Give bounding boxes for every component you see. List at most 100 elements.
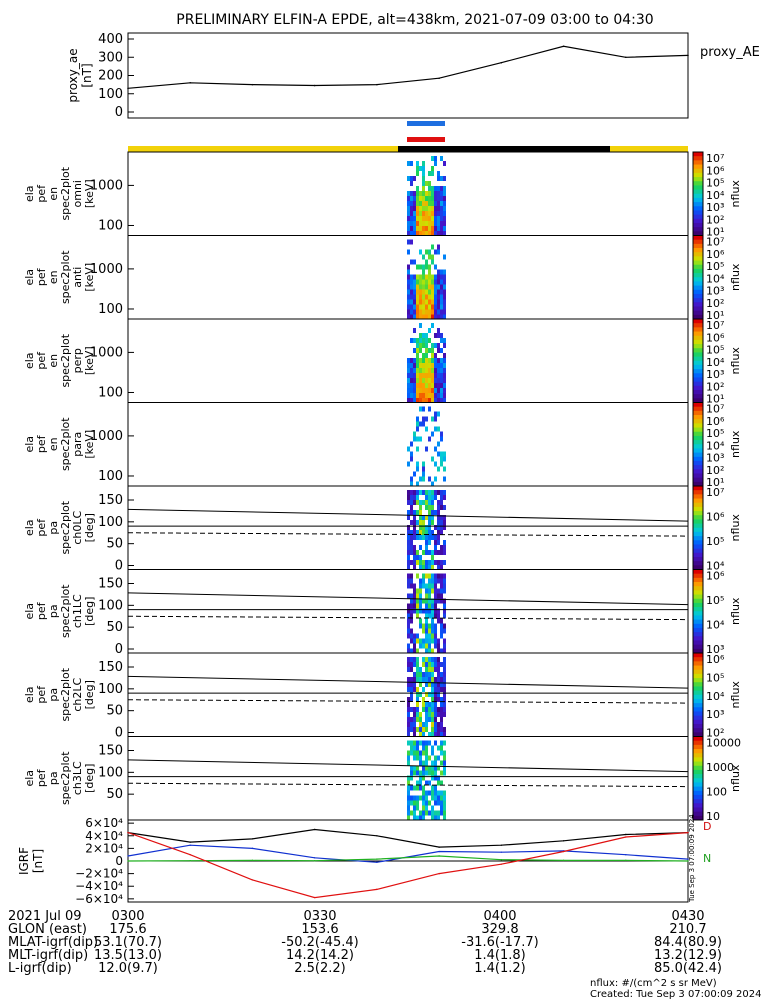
spectrogram-cell [431,662,434,667]
spectrogram-cell [434,687,437,692]
spectrogram-cell [410,274,413,280]
spectrogram-cell [416,231,419,236]
spectrogram-cell [428,740,431,746]
spectrogram-cell [410,657,413,662]
spectrogram-cell [422,421,425,427]
spectrogram-cell [443,515,446,520]
spectrogram-cell [440,451,443,457]
colorbar-label: nflux [729,764,742,792]
panel-frame [127,32,689,119]
spectrogram-cell [428,284,431,290]
spectrogram-cell [431,613,434,619]
spectrogram-cell [425,565,428,570]
colorbar-segment [693,577,703,583]
spectrogram-cell [428,588,431,594]
spectrogram-cell [431,682,434,687]
spectrogram-cell [437,289,440,295]
spectrogram-cell [419,206,422,211]
spectrogram-cell [443,368,446,373]
spectrogram-cell [434,221,437,226]
spectrogram-cell [419,623,422,629]
spectrogram-cell [419,378,422,383]
spectrogram-cell [431,481,434,487]
spectrogram-cell [425,191,428,196]
spectrogram-cell [413,545,416,550]
spectrogram-cell [422,490,425,495]
spectrogram-cell [413,530,416,535]
y-tick-label: 50 [106,620,123,635]
spectrogram-cell [443,211,446,216]
colorbar-label: nflux [729,681,742,709]
data-point [251,847,254,850]
spectrogram-cell [425,279,428,285]
spectrogram-cell [443,560,446,565]
colorbar-segment [693,239,703,245]
spectrogram-cell [428,216,431,221]
spectrogram-cell [413,274,416,280]
spectrogram-cell [434,667,437,672]
spectrogram-cell [443,638,446,644]
spectrogram-cell [416,378,419,383]
spectrogram-cell [416,785,419,791]
spectrogram-cell [428,702,431,707]
spectrogram-cell [425,525,428,530]
spectrogram-cell [431,588,434,594]
spectrogram-cell [431,795,434,801]
spectrogram-cell [422,598,425,604]
spectrogram-cell [422,343,425,348]
colorbar-segment [693,669,703,675]
row-value: 53.1(70.7) [94,935,162,950]
colorbar-segment [693,243,703,249]
spectrogram-cell [443,677,446,682]
spectrogram-cell [422,201,425,206]
spectrogram-cell [422,722,425,727]
spectrogram-cell [422,353,425,358]
spectrogram-cell [440,398,443,403]
spectrogram-cell [422,760,425,766]
loss-cone-line [127,592,689,606]
data-point [625,836,627,838]
igrf-series-line [127,855,689,862]
spectrogram-cell [407,294,410,300]
spectrogram-cell [437,618,440,624]
spectrogram-cell [407,565,410,570]
colorbar-segment [693,268,703,274]
colorbar-tick-label: 10² [706,380,724,393]
spectrogram-cell [440,505,443,510]
spectrogram-cell [419,383,422,388]
spectrogram-cell [416,560,419,565]
colorbar-segment [693,740,703,746]
spectrogram-cell [431,309,434,315]
spectrogram-cell [410,231,413,236]
spectrogram-cell [440,201,443,206]
spectrogram-cell [407,495,410,500]
spectrogram-cell [437,451,440,457]
spectrogram-cell [440,206,443,211]
spectrogram-cell [422,727,425,732]
spectrogram-cell [443,598,446,604]
spectrogram-cell [437,745,440,751]
spectrogram-cell [443,206,446,211]
spectrogram-cell [419,249,422,255]
colorbar-segment [693,486,703,491]
spectrogram-cell [434,717,437,722]
spectrogram-cell [425,304,428,310]
colorbar-tick-label: 10² [706,464,724,477]
spectrogram-cell [431,550,434,555]
spectrogram-cell [440,530,443,535]
spectrogram-cell [431,578,434,584]
colorbar-segment [693,423,703,429]
spectrogram-cell [434,722,437,727]
colorbar-segment [693,460,703,466]
spectrogram-cell [407,593,410,599]
spectrogram-cell [425,795,428,801]
spectrogram-cell [437,216,440,221]
colorbar-tick-label: 10² [706,213,724,226]
spectrogram-cell [416,226,419,231]
colorbar-segment [693,281,703,287]
spectrogram-cell [434,598,437,604]
spectrogram-cell [422,815,425,821]
data-point [376,888,378,891]
spectrogram-cell [431,259,434,265]
